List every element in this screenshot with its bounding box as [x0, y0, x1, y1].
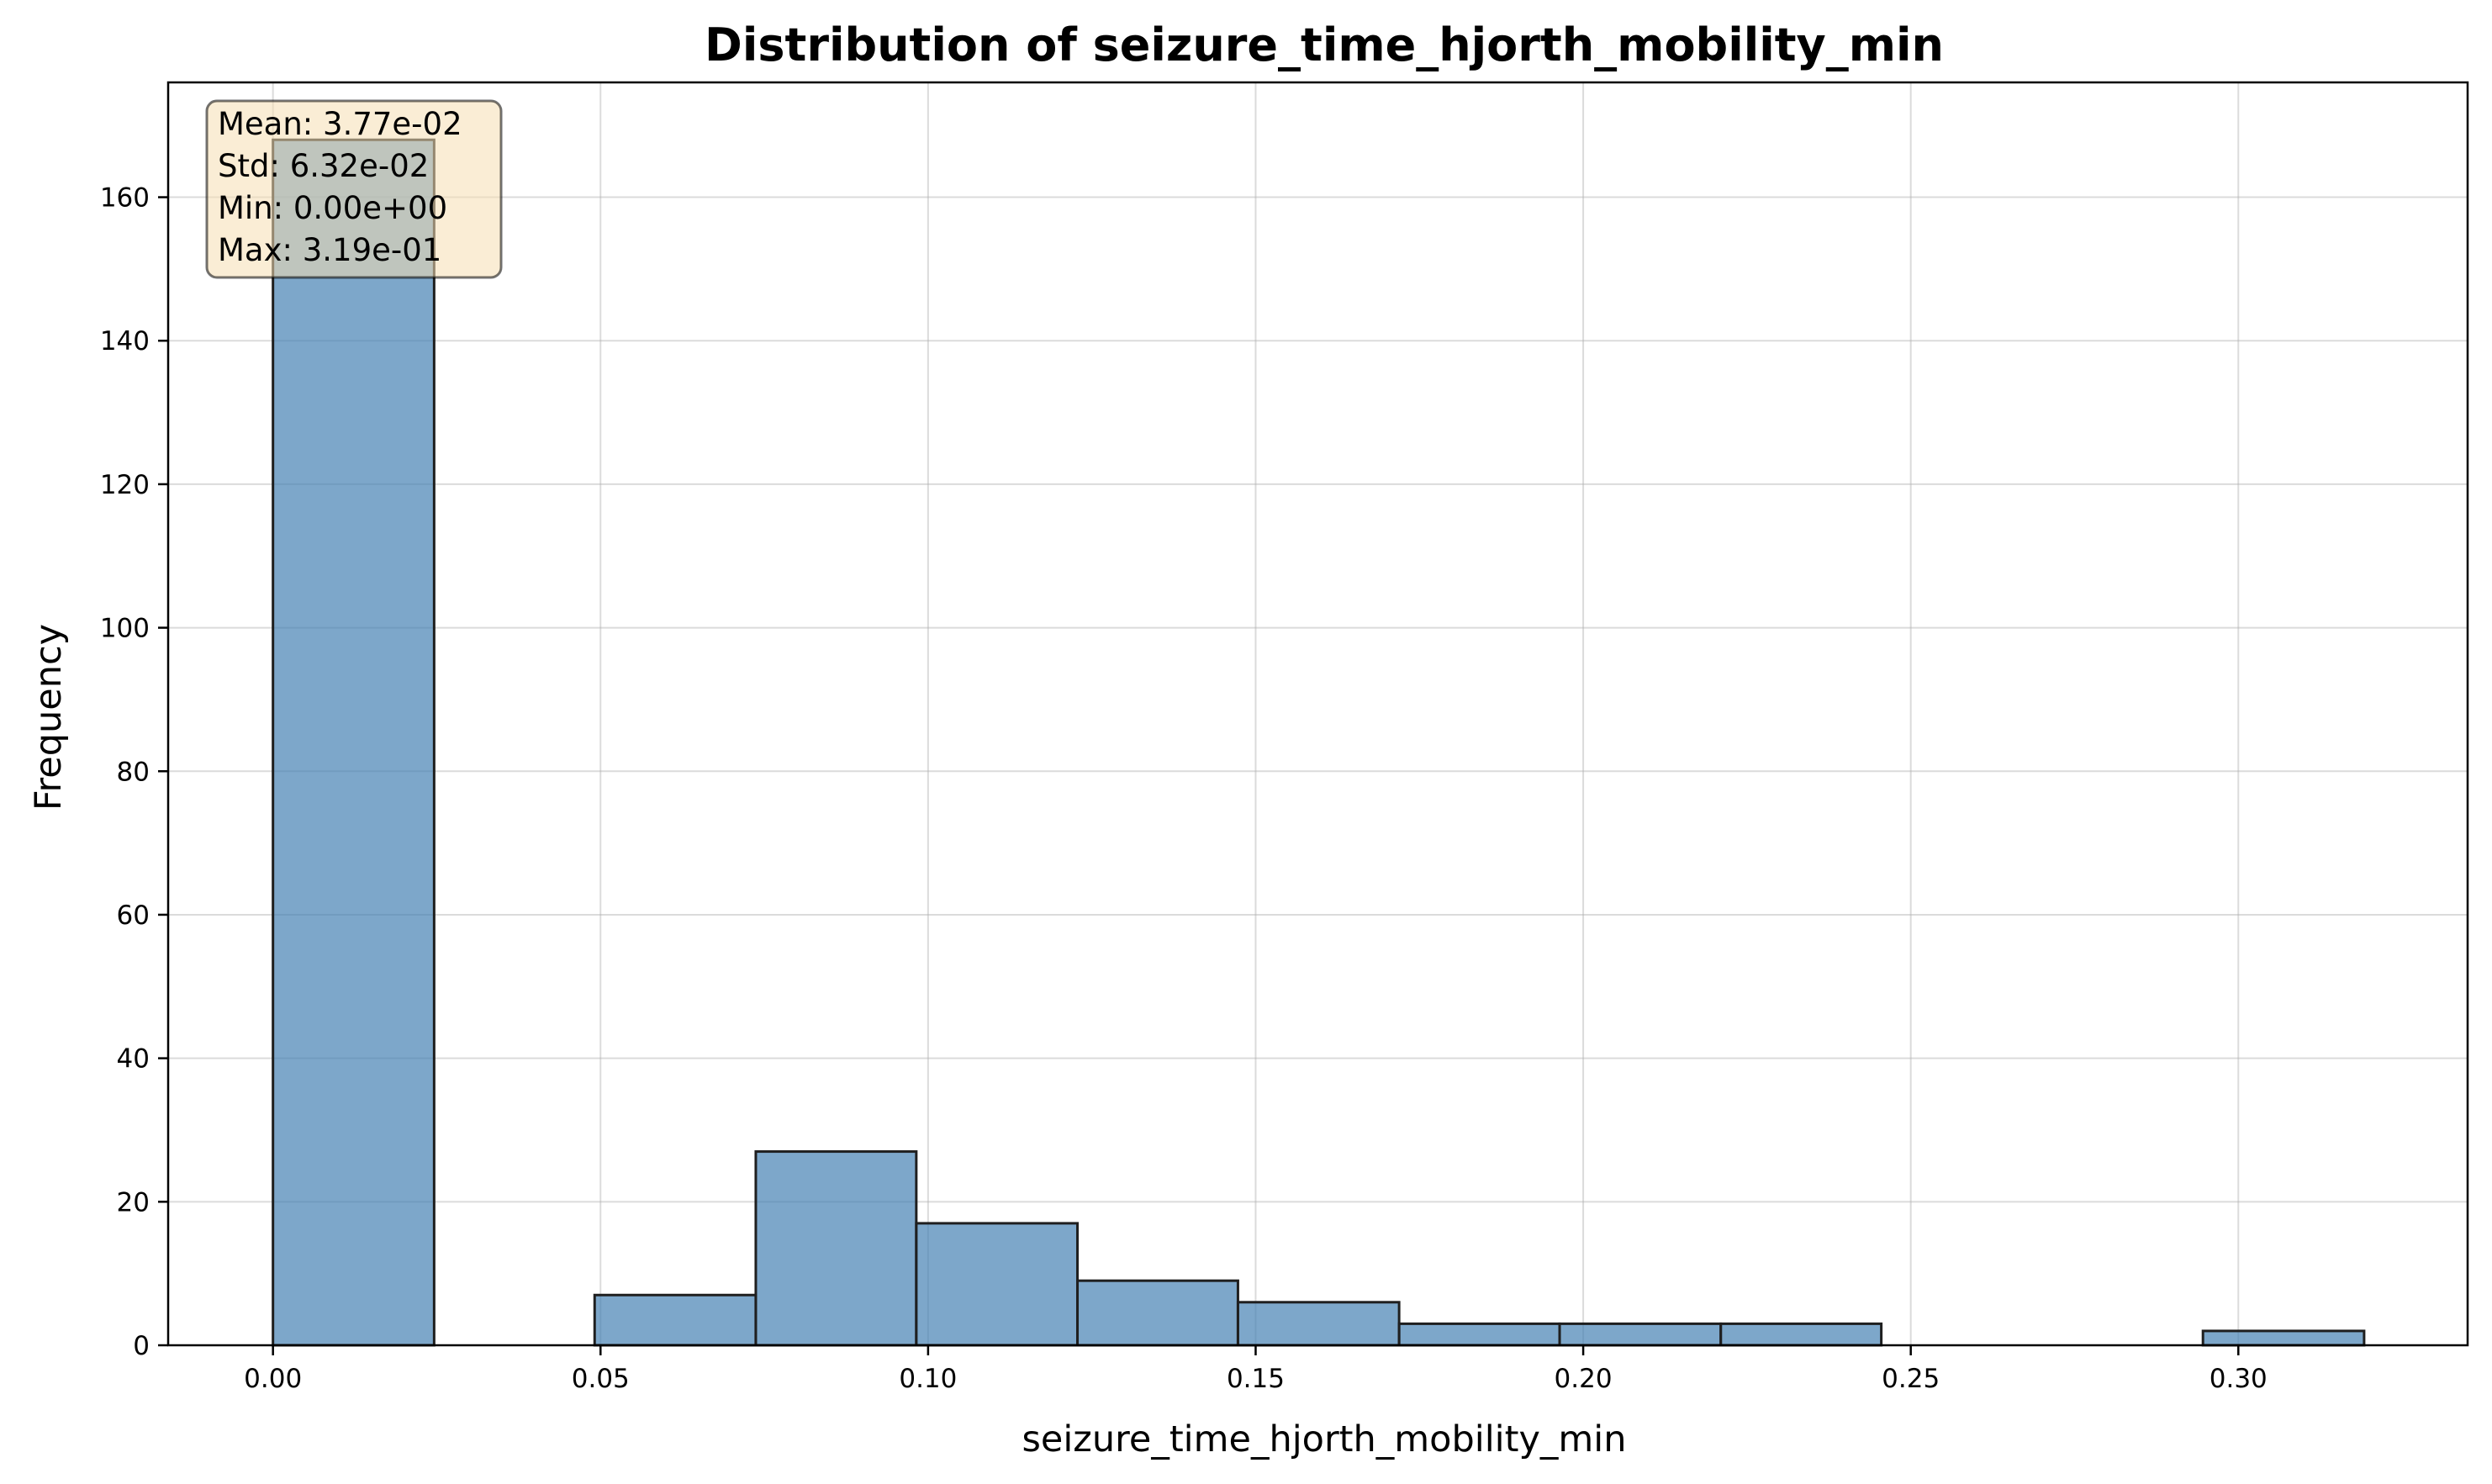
- histogram-bar-9: [2201, 1329, 2366, 1347]
- x-tick-label-3: 0.15: [1227, 1364, 1285, 1394]
- histogram-bar-2: [754, 1150, 918, 1347]
- stats-mean: Mean: 3.77e-02: [218, 106, 462, 142]
- y-tick-label-4: 80: [117, 757, 150, 787]
- x-tick-label-0: 0.00: [244, 1364, 302, 1394]
- x-tick-label-4: 0.20: [1555, 1364, 1613, 1394]
- y-tick-label-6: 120: [100, 470, 150, 500]
- y-tick-label-5: 100: [100, 614, 150, 644]
- x-axis-label: seizure_time_hjorth_mobility_min: [1022, 1418, 1627, 1460]
- x-axis-ticks: 0.00 0.05 0.10 0.15 0.20 0.25 0.30: [244, 1345, 2268, 1394]
- x-tick-label-6: 0.30: [2210, 1364, 2268, 1394]
- histogram-bar-4: [1076, 1279, 1239, 1347]
- y-axis-label: Frequency: [28, 624, 70, 811]
- x-tick-label-1: 0.05: [572, 1364, 630, 1394]
- y-tick-label-8: 160: [100, 183, 150, 214]
- y-tick-label-7: 140: [100, 326, 150, 356]
- stats-box-background: [205, 99, 503, 279]
- histogram-bar-0: [272, 138, 436, 1347]
- histogram-bar-3: [915, 1222, 1080, 1347]
- histogram-bar-5: [1236, 1301, 1401, 1347]
- histogram-bar-6: [1397, 1322, 1561, 1347]
- stats-box: Mean: 3.77e-02 Std: 6.32e-02 Min: 0.00e+…: [205, 99, 503, 279]
- y-axis-ticks: 0 20 40 60 80 100 120 140 160: [100, 183, 168, 1361]
- stats-max: Max: 3.19e-01: [218, 232, 441, 268]
- histogram-bar-1: [593, 1293, 758, 1347]
- grid-lines: [168, 82, 2468, 1346]
- y-tick-label-0: 0: [133, 1331, 150, 1361]
- histogram-bar-7: [1558, 1322, 1723, 1347]
- y-tick-label-1: 20: [117, 1187, 150, 1217]
- histogram-bars: [272, 138, 2366, 1347]
- x-tick-label-2: 0.10: [899, 1364, 957, 1394]
- stats-min: Min: 0.00e+00: [218, 190, 447, 226]
- chart-title: Distribution of seizure_time_hjorth_mobi…: [705, 18, 1944, 71]
- x-tick-label-5: 0.25: [1882, 1364, 1940, 1394]
- y-tick-label-3: 60: [117, 900, 150, 931]
- plot-area-frame: [166, 81, 2469, 1347]
- y-tick-label-2: 40: [117, 1044, 150, 1075]
- stats-std: Std: 6.32e-02: [218, 148, 429, 184]
- histogram-bar-8: [1719, 1322, 1883, 1347]
